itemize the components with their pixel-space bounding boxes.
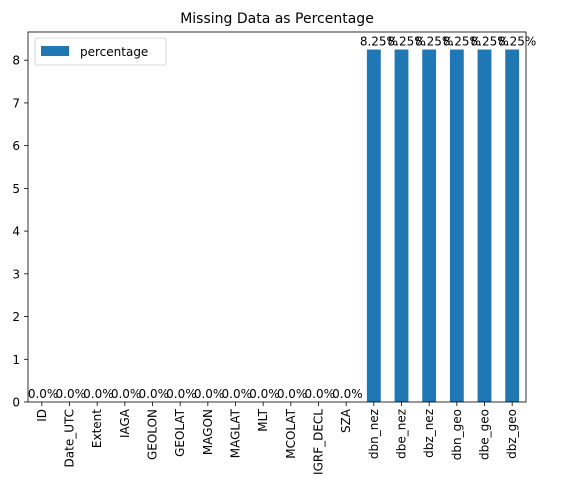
data-label: 0.0%	[166, 387, 197, 401]
x-tick-label: dbz_geo	[505, 409, 519, 459]
y-tick-label: 7	[12, 96, 20, 110]
data-label: 0.0%	[139, 387, 170, 401]
data-label: 8.25%	[415, 35, 453, 49]
x-tick-label: IAGA	[118, 408, 132, 438]
x-tick-label: MAGON	[201, 409, 215, 455]
x-tick-label: GEOLON	[146, 409, 160, 460]
legend-box	[34, 37, 167, 66]
bar-dbe-nez	[394, 49, 409, 402]
y-tick-label: 3	[12, 267, 20, 281]
y-tick-label: 4	[12, 225, 20, 239]
data-label: 0.0%	[83, 387, 114, 401]
x-tick-label: dbn_nez	[367, 409, 381, 459]
data-label: 0.0%	[194, 387, 225, 401]
x-tick-label: Date_UTC	[63, 409, 77, 467]
data-label: 0.0%	[56, 387, 87, 401]
x-tick-label: ID	[35, 409, 49, 422]
data-label: 0.0%	[332, 387, 363, 401]
x-tick-label: dbe_nez	[395, 409, 409, 459]
data-label: 0.0%	[277, 387, 308, 401]
data-label: 8.25%	[443, 35, 481, 49]
data-label: 8.25%	[388, 35, 426, 49]
data-label: 8.25%	[471, 35, 509, 49]
y-tick-label: 2	[12, 310, 20, 324]
data-labels: 0.0%0.0%0.0%0.0%0.0%0.0%0.0%0.0%0.0%0.0%…	[28, 35, 536, 401]
bar-dbn-geo	[449, 49, 464, 402]
y-tick-label: 8	[12, 54, 20, 68]
chart-title: Missing Data as Percentage	[180, 11, 374, 27]
x-tick-label: dbz_nez	[422, 409, 436, 458]
bar-dbz-geo	[505, 49, 520, 402]
legend-label: percentage	[80, 45, 148, 59]
y-axis: 0 1 2 3 4 5 6 7 8	[12, 54, 28, 410]
data-label: 0.0%	[222, 387, 253, 401]
x-tick-label: GEOLAT	[173, 408, 187, 457]
data-label: 8.25%	[360, 35, 398, 49]
bars	[366, 49, 520, 402]
x-tick-label: IGRF_DECL	[312, 409, 326, 475]
y-tick-label: 6	[12, 139, 20, 153]
bar-dbz-nez	[422, 49, 437, 402]
x-tick-label: dbe_geo	[478, 409, 492, 460]
x-axis: ID Date_UTC Extent IAGA GEOLON GEOLAT MAGON MAG…	[35, 402, 519, 475]
x-tick-label: Extent	[90, 409, 104, 448]
x-tick-label: MLT	[256, 408, 270, 431]
legend: percentage	[34, 37, 167, 66]
x-tick-label: MCOLAT	[284, 408, 298, 458]
y-tick-label: 1	[12, 353, 20, 367]
y-tick-label: 5	[12, 182, 20, 196]
bar-dbn-nez	[366, 49, 381, 402]
legend-swatch	[41, 46, 69, 56]
y-tick-label: 0	[12, 396, 20, 410]
x-tick-label: MAGLAT	[229, 408, 243, 458]
bar-dbe-geo	[477, 49, 492, 402]
x-tick-label: SZA	[339, 408, 353, 433]
data-label: 0.0%	[28, 387, 59, 401]
data-label: 8.25%	[498, 35, 536, 49]
x-tick-label: dbn_geo	[450, 409, 464, 460]
data-label: 0.0%	[111, 387, 142, 401]
data-label: 0.0%	[305, 387, 336, 401]
plot-frame	[27, 31, 527, 403]
data-label: 0.0%	[249, 387, 280, 401]
